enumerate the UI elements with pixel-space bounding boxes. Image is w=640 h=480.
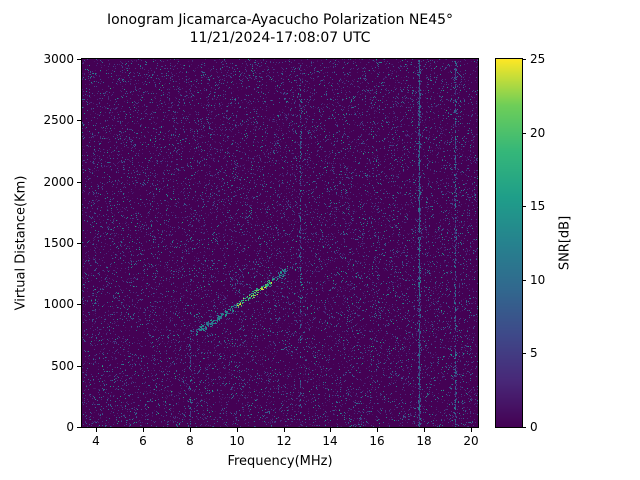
y-tick-label: 500 [51, 359, 74, 373]
colorbar-tick-mark [522, 353, 526, 354]
y-tick-label: 0 [66, 420, 74, 434]
y-tick-mark [77, 366, 81, 367]
colorbar-tick-mark [522, 280, 526, 281]
x-tick-mark [284, 428, 285, 432]
x-tick-label: 18 [416, 434, 432, 448]
colorbar-gradient-canvas [496, 59, 522, 427]
y-tick-label: 1000 [43, 297, 74, 311]
colorbar [495, 58, 523, 428]
colorbar-tick-label: 10 [530, 273, 546, 287]
x-tick-mark [237, 428, 238, 432]
y-tick-label: 2000 [43, 175, 74, 189]
colorbar-label: SNR[dB] [557, 215, 573, 271]
y-tick-mark [77, 120, 81, 121]
x-tick-mark [190, 428, 191, 432]
y-tick-mark [77, 59, 81, 60]
x-tick-mark [143, 428, 144, 432]
colorbar-tick-label: 20 [530, 126, 546, 140]
x-tick-label: 14 [322, 434, 338, 448]
chart-subtitle: 11/21/2024-17:08:07 UTC [189, 30, 371, 46]
x-tick-mark [424, 428, 425, 432]
colorbar-tick-label: 25 [530, 52, 546, 66]
x-tick-label: 8 [186, 434, 194, 448]
ionogram-heatmap-canvas [82, 59, 478, 427]
y-tick-label: 3000 [43, 52, 74, 66]
x-tick-label: 12 [276, 434, 292, 448]
y-tick-label: 2500 [43, 113, 74, 127]
plot-area [81, 58, 479, 428]
chart-title: Ionogram Jicamarca-Ayacucho Polarization… [106, 12, 454, 28]
x-tick-label: 10 [229, 434, 245, 448]
y-tick-label: 1500 [43, 236, 74, 250]
x-tick-label: 16 [369, 434, 385, 448]
y-tick-mark [77, 243, 81, 244]
colorbar-tick-label: 5 [530, 346, 538, 360]
y-tick-mark [77, 182, 81, 183]
x-tick-mark [377, 428, 378, 432]
colorbar-tick-mark [522, 133, 526, 134]
y-tick-mark [77, 427, 81, 428]
colorbar-tick-mark [522, 427, 526, 428]
colorbar-tick-label: 0 [530, 420, 538, 434]
colorbar-tick-label: 15 [530, 199, 546, 213]
x-tick-label: 20 [463, 434, 479, 448]
colorbar-tick-mark [522, 59, 526, 60]
y-axis-label: Virtual Distance(Km) [13, 175, 29, 311]
colorbar-tick-mark [522, 206, 526, 207]
x-tick-mark [471, 428, 472, 432]
y-tick-mark [77, 304, 81, 305]
x-tick-label: 6 [139, 434, 147, 448]
x-tick-label: 4 [92, 434, 100, 448]
x-axis-label: Frequency(MHz) [227, 454, 333, 469]
x-tick-mark [330, 428, 331, 432]
x-tick-mark [96, 428, 97, 432]
